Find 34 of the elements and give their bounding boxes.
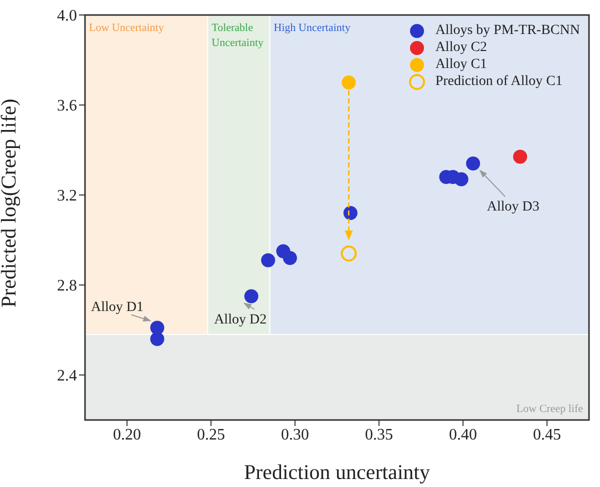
point <box>466 156 480 170</box>
x-tick-label: 0.25 <box>197 426 225 444</box>
y-tick-label: 3.6 <box>57 98 77 115</box>
x-tick-label: 0.45 <box>533 426 561 444</box>
x-axis-title: Prediction uncertainty <box>244 460 431 484</box>
point <box>342 76 356 90</box>
x-tick-label: 0.30 <box>281 426 309 444</box>
point <box>150 332 164 346</box>
x-tick-label: 0.35 <box>365 426 393 444</box>
y-tick-label: 4.0 <box>57 8 77 25</box>
y-tick-label: 3.2 <box>57 188 77 205</box>
point <box>454 172 468 186</box>
legend-label: Prediction of Alloy C1 <box>435 74 562 90</box>
y-tick-label: 2.8 <box>57 278 77 295</box>
band-label: Tolerable Uncertainty <box>212 22 264 49</box>
band-label: Low Uncertainty <box>89 22 164 34</box>
legend-label: Alloy C2 <box>435 40 488 56</box>
annotation: Alloy D3 <box>486 200 540 214</box>
point <box>513 150 528 164</box>
point <box>282 251 297 265</box>
band-label: High Uncertainty <box>274 22 351 34</box>
point <box>340 246 357 262</box>
legend-label: Alloys by PM-TR-BCNN <box>435 22 580 38</box>
y-axis-title: Predicted log(Creep life) <box>0 98 20 308</box>
x-tick-label: 0.20 <box>113 426 141 444</box>
point <box>343 206 358 220</box>
annotation: Alloy D1 <box>90 300 144 315</box>
legend-label: Alloy C1 <box>435 56 488 72</box>
point <box>244 289 258 304</box>
x-tick-label: 0.40 <box>449 426 477 444</box>
annotation: Alloy D2 <box>214 312 267 328</box>
point <box>261 253 276 268</box>
y-tick-label: 2.4 <box>57 368 77 385</box>
band-label: Low Creep life <box>516 403 584 415</box>
